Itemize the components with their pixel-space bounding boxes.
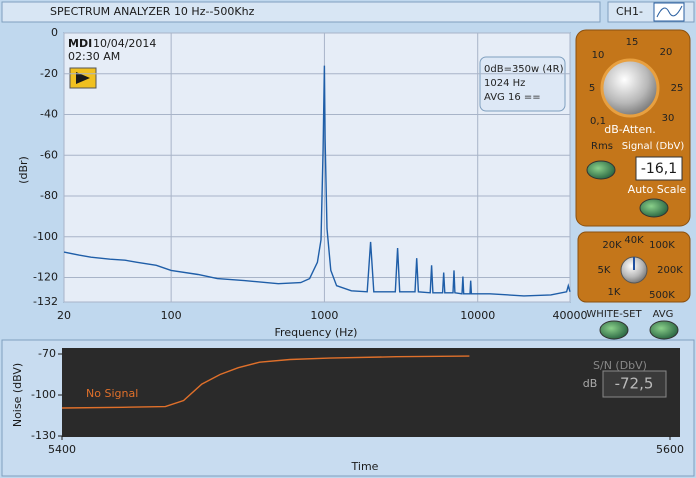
attenuator-knob[interactable] — [600, 58, 660, 118]
noise-plot-area — [62, 348, 680, 437]
knob-label: 5K — [598, 265, 611, 276]
knob-label: 10 — [592, 50, 605, 61]
signal-value: -16,1 — [641, 161, 677, 177]
x-tick-label: 100 — [161, 309, 182, 322]
avg-button[interactable] — [649, 320, 679, 340]
x-tick-label: 5400 — [48, 443, 76, 456]
knob-label: 200K — [657, 265, 683, 276]
time: 02:30 AM — [68, 50, 120, 63]
knob-label: 500K — [649, 290, 675, 301]
y-tick-label: -100 — [33, 230, 58, 243]
knob-label: 1K — [608, 287, 621, 298]
y-tick-label: -120 — [33, 271, 58, 284]
sn-unit: dB — [583, 377, 598, 390]
knob-label: 0,1 — [590, 116, 606, 127]
x-tick-label: 5600 — [656, 443, 684, 456]
knob-label: 20K — [602, 240, 622, 251]
knob-label: 15 — [626, 37, 639, 48]
no-signal: No Signal — [86, 387, 138, 400]
date: 10/04/2014 — [93, 37, 156, 50]
avg-label: AVG — [653, 309, 674, 320]
y-axis-label: Noise (dBV) — [11, 363, 24, 427]
attenuator-title: dB-Atten. — [604, 123, 655, 136]
data-line — [61, 355, 470, 409]
knob-label: 40K — [624, 235, 644, 246]
source: MDI — [68, 37, 92, 50]
x-tick-label: 20 — [57, 309, 71, 322]
app-title: SPECTRUM ANALYZER 10 Hz--500Khz — [50, 5, 255, 18]
info-box — [479, 56, 566, 112]
sn-display — [602, 370, 667, 398]
vi-icon-glyph — [76, 72, 90, 84]
sn-value: -72,5 — [615, 375, 654, 393]
data-line — [63, 65, 571, 297]
signal-display — [635, 156, 683, 181]
signal-mode: Rms — [591, 141, 613, 152]
knob-label: 100K — [649, 240, 675, 251]
sn-label: S/N (DbV) — [593, 359, 647, 372]
y-tick-label: -60 — [40, 148, 58, 161]
y-tick-label: -130 — [31, 429, 56, 442]
x-tick-label: 10000 — [460, 309, 495, 322]
channel-icon-wave — [656, 5, 683, 18]
y-tick-label: -80 — [40, 189, 58, 202]
x-axis-label: Time — [351, 460, 379, 473]
x-tick-label: 1000 — [310, 309, 338, 322]
auto-scale-button[interactable] — [639, 198, 669, 218]
white-set-label: WHITE-SET — [586, 309, 642, 320]
y-tick-label: -100 — [31, 388, 56, 401]
y-tick-label: -40 — [40, 108, 58, 121]
x-axis-label: Frequency (Hz) — [275, 326, 358, 339]
y-tick-label: -20 — [40, 67, 58, 80]
x-tick-label: 40000 — [553, 309, 588, 322]
knob-label: 30 — [662, 113, 675, 124]
y-tick-label: -70 — [38, 347, 56, 360]
knob-label: 20 — [660, 47, 673, 58]
rms-button[interactable] — [586, 160, 616, 180]
white-set-button[interactable] — [599, 320, 629, 340]
knob-label: 25 — [671, 83, 684, 94]
y-tick-label: 0 — [51, 26, 58, 39]
info-line: 1024 Hz — [484, 78, 525, 89]
y-tick-label: -132 — [33, 295, 58, 308]
info-line: AVG 16 == — [484, 92, 541, 103]
title-bar — [1, 1, 601, 23]
info-line: 0dB=350w (4R) — [484, 64, 564, 75]
y-axis-label: (dBr) — [17, 156, 30, 184]
knob-label: 5 — [589, 83, 595, 94]
signal-label: Signal (DbV) — [622, 141, 685, 152]
channel: CH1- — [616, 5, 643, 18]
auto-scale-label: Auto Scale — [628, 183, 687, 196]
